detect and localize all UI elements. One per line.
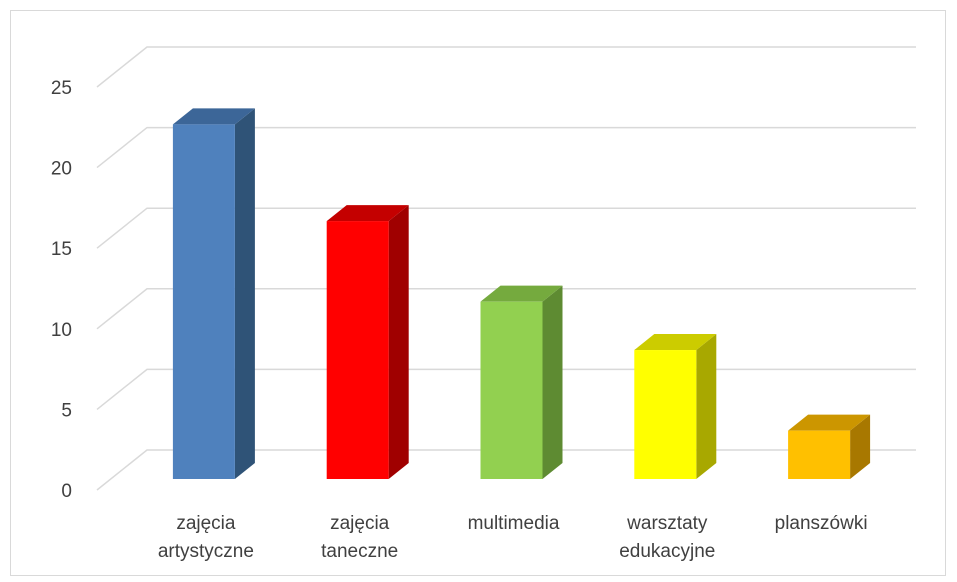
y-tick-label: 0 bbox=[61, 481, 72, 502]
y-axis-tick-labels: 0 5 10 15 20 25 bbox=[51, 78, 72, 502]
x-category-label: zajęcia bbox=[176, 513, 236, 534]
x-category-label: taneczne bbox=[321, 541, 398, 562]
bar-top bbox=[326, 205, 409, 222]
bar bbox=[480, 285, 563, 479]
gridline bbox=[96, 207, 916, 249]
gridline bbox=[96, 46, 916, 88]
x-category-label: zajęcia bbox=[330, 513, 390, 534]
bar-side bbox=[850, 414, 871, 479]
x-category-label: planszówki bbox=[775, 513, 868, 534]
bar-top bbox=[480, 285, 563, 302]
bar-front bbox=[172, 124, 235, 480]
y-tick-label: 25 bbox=[51, 78, 72, 99]
y-tick-label: 10 bbox=[51, 320, 72, 341]
x-category-label: warsztaty bbox=[626, 513, 708, 534]
bar-top bbox=[788, 414, 871, 431]
bar bbox=[788, 414, 871, 479]
x-category-label: edukacyjne bbox=[619, 541, 715, 562]
bar-side bbox=[696, 334, 717, 479]
gridline bbox=[96, 126, 916, 169]
gridline bbox=[96, 288, 916, 330]
y-tick-label: 20 bbox=[51, 159, 72, 180]
bar-front bbox=[326, 221, 389, 479]
y-tick-label: 15 bbox=[51, 239, 72, 260]
x-category-label: multimedia bbox=[468, 513, 560, 534]
x-category-label: artystyczne bbox=[158, 541, 254, 562]
bar-top bbox=[634, 334, 717, 351]
y-tick-label: 5 bbox=[61, 400, 72, 421]
bar-side bbox=[388, 205, 409, 479]
bar-front bbox=[480, 301, 543, 479]
x-axis-category-labels: zajęcia artystyczne zajęcia taneczne multime… bbox=[158, 513, 868, 562]
bar bbox=[326, 205, 409, 479]
bar-top bbox=[172, 108, 255, 125]
chart-frame bbox=[10, 10, 946, 576]
bar-front bbox=[788, 430, 851, 479]
bar-side bbox=[542, 285, 563, 479]
bar bbox=[634, 334, 717, 479]
bar-front bbox=[634, 350, 697, 479]
bar bbox=[172, 108, 255, 480]
bar-side bbox=[234, 108, 255, 480]
bars bbox=[172, 108, 871, 480]
